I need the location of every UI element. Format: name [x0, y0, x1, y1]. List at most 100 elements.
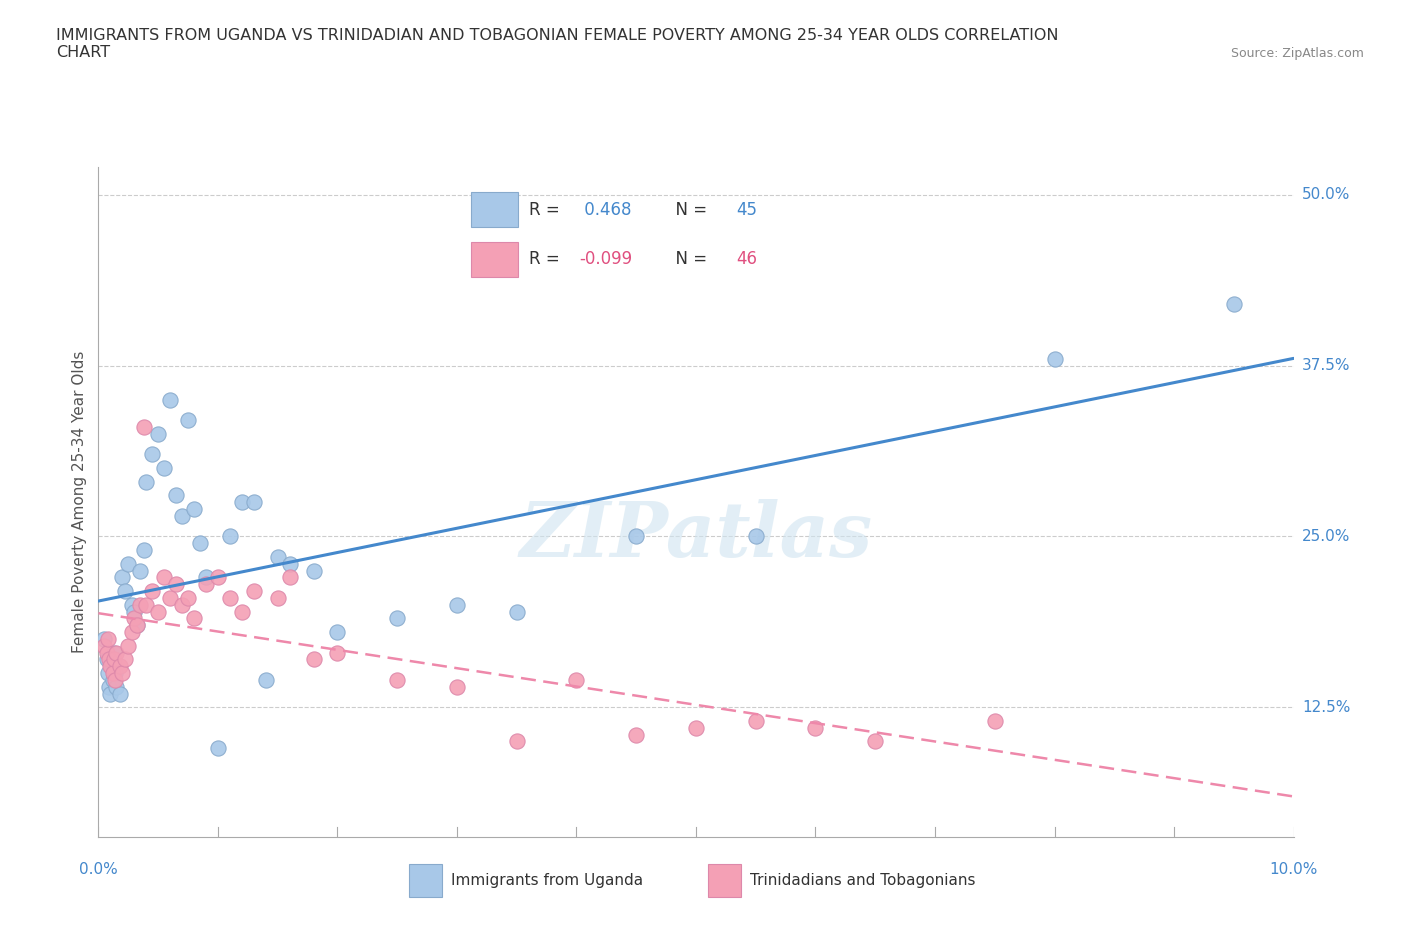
Text: ZIPatlas: ZIPatlas — [519, 498, 873, 573]
Point — [135, 474, 157, 489]
Point — [125, 618, 148, 632]
Point — [129, 597, 152, 612]
Point — [93, 631, 115, 646]
Point — [243, 584, 266, 599]
Point — [97, 666, 120, 681]
Point — [302, 652, 325, 667]
Point — [446, 679, 468, 694]
Point — [121, 625, 143, 640]
Text: IMMIGRANTS FROM UGANDA VS TRINIDADIAN AND TOBAGONIAN FEMALE POVERTY AMONG 25-34 : IMMIGRANTS FROM UGANDA VS TRINIDADIAN AN… — [56, 28, 1059, 60]
Point — [98, 652, 121, 667]
Point — [121, 597, 143, 612]
Text: 12.5%: 12.5% — [1302, 699, 1350, 714]
Point — [267, 550, 290, 565]
Point — [124, 611, 146, 626]
Point — [153, 460, 176, 475]
Point — [565, 672, 588, 687]
Point — [125, 618, 148, 632]
Point — [267, 591, 290, 605]
Point — [103, 652, 125, 667]
Point — [117, 638, 139, 653]
Point — [172, 597, 194, 612]
Point — [172, 509, 194, 524]
Point — [194, 570, 218, 585]
Point — [231, 495, 253, 510]
Point — [132, 419, 155, 434]
Point — [114, 584, 136, 599]
Point — [624, 529, 647, 544]
Point — [177, 591, 200, 605]
Point — [141, 447, 163, 462]
Text: 25.0%: 25.0% — [1302, 529, 1350, 544]
Point — [506, 604, 529, 619]
Text: Source: ZipAtlas.com: Source: ZipAtlas.com — [1230, 46, 1364, 60]
Point — [108, 686, 131, 701]
Point — [385, 672, 409, 687]
Text: 0.0%: 0.0% — [79, 862, 118, 877]
Point — [104, 666, 127, 681]
Point — [804, 720, 827, 735]
Point — [446, 597, 468, 612]
Point — [326, 645, 349, 660]
Point — [1043, 352, 1066, 366]
Point — [302, 563, 325, 578]
Point — [93, 638, 115, 653]
Point — [117, 556, 139, 571]
Point — [278, 556, 301, 571]
Point — [129, 563, 152, 578]
Point — [96, 652, 118, 667]
Point — [624, 727, 647, 742]
Point — [243, 495, 266, 510]
Point — [254, 672, 277, 687]
Text: 10.0%: 10.0% — [1270, 862, 1317, 877]
Point — [132, 542, 155, 557]
Point — [506, 734, 529, 749]
Point — [983, 713, 1005, 728]
Point — [135, 597, 157, 612]
Point — [101, 672, 124, 687]
Point — [148, 604, 170, 619]
Point — [188, 536, 211, 551]
Point — [219, 529, 242, 544]
Point — [104, 672, 127, 687]
Point — [108, 658, 131, 673]
Point — [177, 413, 200, 428]
Point — [98, 686, 122, 701]
Point — [183, 611, 205, 626]
Point — [111, 570, 134, 585]
Point — [148, 427, 170, 442]
Point — [231, 604, 253, 619]
Point — [97, 631, 120, 646]
Point — [183, 501, 205, 516]
Text: 50.0%: 50.0% — [1302, 187, 1350, 202]
Point — [105, 679, 128, 694]
Point — [165, 488, 187, 503]
Point — [207, 740, 229, 755]
Point — [385, 611, 409, 626]
Text: 37.5%: 37.5% — [1302, 358, 1350, 373]
Point — [96, 645, 118, 660]
Point — [101, 666, 124, 681]
Point — [326, 625, 349, 640]
Point — [98, 658, 122, 673]
Point — [165, 577, 187, 591]
Point — [745, 713, 768, 728]
Point — [1222, 297, 1246, 312]
Y-axis label: Female Poverty Among 25-34 Year Olds: Female Poverty Among 25-34 Year Olds — [72, 351, 87, 654]
Point — [159, 392, 181, 407]
Point — [103, 645, 125, 660]
Point — [745, 529, 768, 544]
Point — [278, 570, 301, 585]
Point — [194, 577, 218, 591]
Point — [105, 645, 128, 660]
Point — [98, 679, 121, 694]
Point — [159, 591, 181, 605]
Point — [114, 652, 136, 667]
Point — [207, 570, 229, 585]
Point — [153, 570, 176, 585]
Point — [219, 591, 242, 605]
Point — [685, 720, 707, 735]
Point — [124, 604, 146, 619]
Point — [111, 666, 134, 681]
Point — [141, 584, 163, 599]
